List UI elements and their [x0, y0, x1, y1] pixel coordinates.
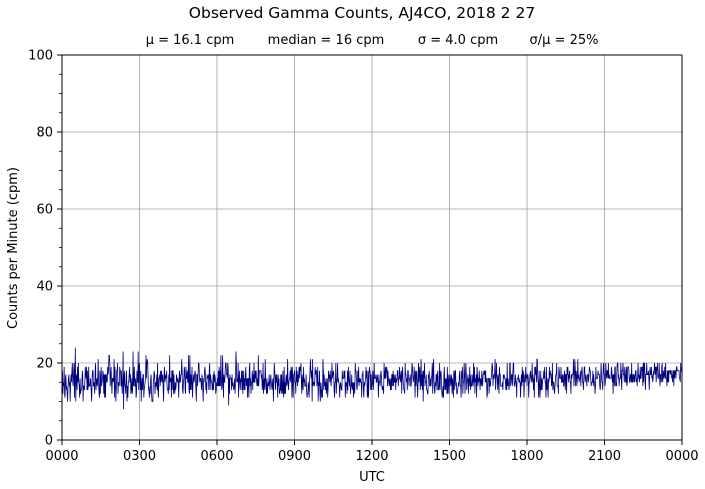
stat-mean: μ = 16.1 cpm: [146, 33, 235, 48]
x-axis-label: UTC: [359, 470, 385, 485]
x-axis: 0000 0300 0600 0900 1200 1500 1800 2100 0000: [45, 440, 699, 464]
y-tick-label: 100: [28, 49, 53, 64]
y-tick-label: 40: [36, 280, 53, 295]
gridlines: [62, 55, 682, 440]
x-tick-label: 0000: [45, 449, 78, 464]
x-tick-label: 0600: [200, 449, 233, 464]
chart-title: Observed Gamma Counts, AJ4CO, 2018 2 27: [189, 4, 535, 22]
y-tick-label: 0: [45, 434, 53, 449]
series-group: [62, 347, 682, 410]
y-tick-label: 80: [36, 126, 53, 141]
x-tick-label: 0900: [278, 449, 311, 464]
x-tick-label: 1500: [433, 449, 466, 464]
x-tick-label: 1800: [510, 449, 543, 464]
x-tick-label: 0300: [123, 449, 156, 464]
stat-median: median = 16 cpm: [268, 33, 385, 48]
x-tick-label: 1200: [355, 449, 388, 464]
series-line: [62, 347, 682, 410]
y-tick-label: 60: [36, 203, 53, 218]
y-tick-label: 20: [36, 357, 53, 372]
stat-ratio: σ/μ = 25%: [530, 33, 599, 48]
y-axis: 0 20 40 60 80 100: [28, 49, 62, 449]
x-tick-label: 0000: [665, 449, 698, 464]
stat-sigma: σ = 4.0 cpm: [418, 33, 498, 48]
y-axis-label: Counts per Minute (cpm): [6, 167, 21, 329]
x-tick-label: 2100: [588, 449, 621, 464]
